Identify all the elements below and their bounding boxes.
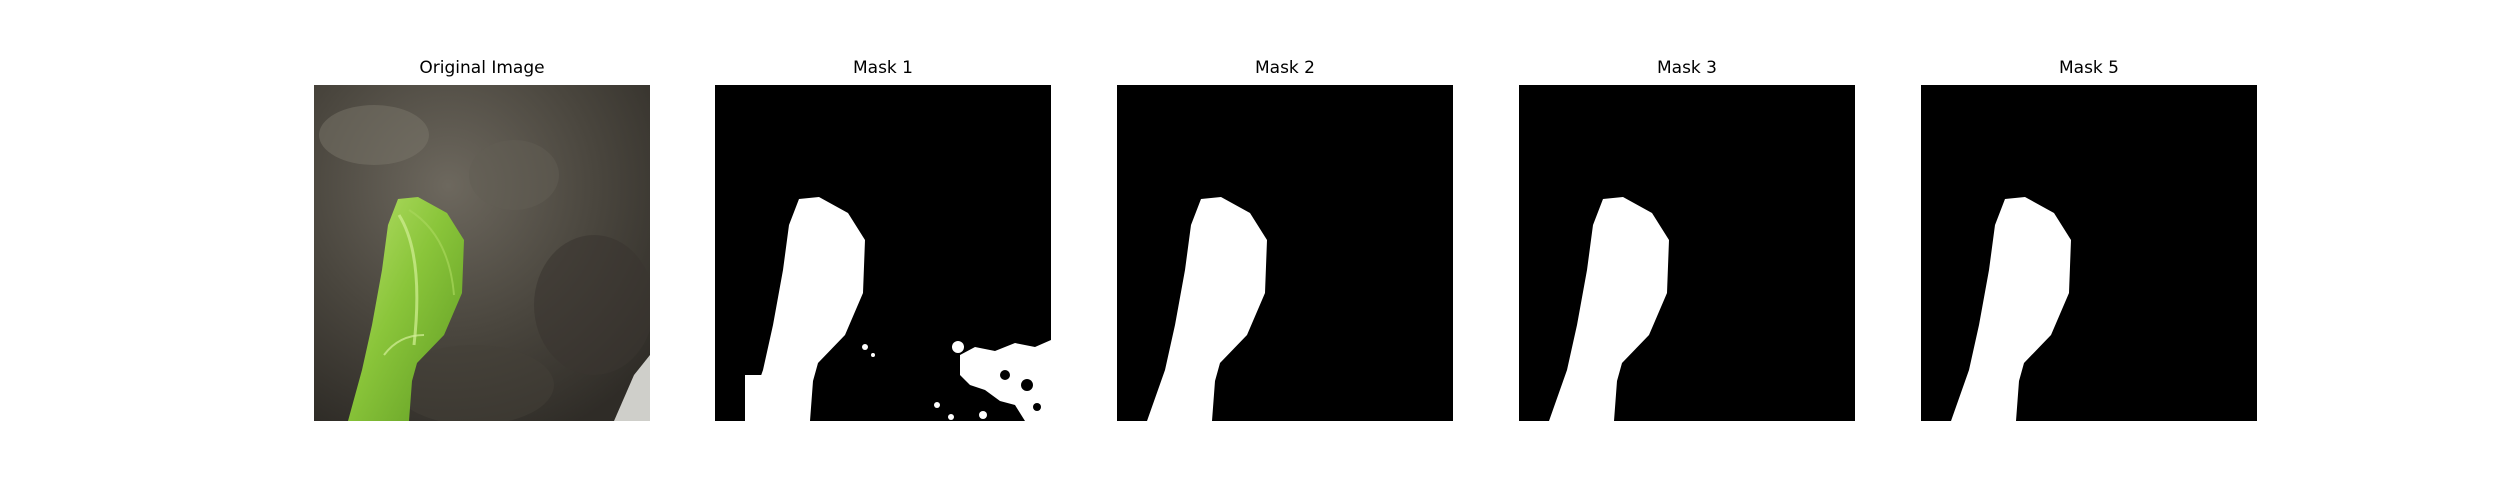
mask-image: [1921, 85, 2257, 421]
mask-1-graphic: [715, 85, 1051, 421]
mask-noise-hole: [1033, 403, 1041, 411]
mask-image: [1519, 85, 1855, 421]
leaf-vein: [408, 209, 455, 296]
panel-title: Original Image: [419, 58, 545, 78]
panel-title: Mask 1: [852, 58, 913, 78]
panel-mask-2: Mask 2: [1117, 0, 1453, 500]
mask-noise-dot: [979, 411, 987, 419]
mask-5-graphic: [1921, 85, 2257, 421]
original-image: [314, 85, 650, 421]
photo-blur-spot: [394, 345, 554, 421]
panel-title: Mask 3: [1656, 58, 1717, 78]
mask-noise: [862, 340, 1051, 421]
panel-title: Mask 2: [1254, 58, 1315, 78]
mask-leaf-shape: [715, 197, 865, 421]
mask-noise-blob: [960, 340, 1051, 421]
panel-mask-5: Mask 5: [1921, 0, 2257, 500]
mask-noise-dot: [952, 341, 964, 353]
mask-image: [1117, 85, 1453, 421]
mask-image: [715, 85, 1051, 421]
panel-original-image: Original Image: [314, 0, 650, 500]
photo-bright-corner: [614, 355, 650, 421]
mask-noise-dot: [948, 414, 954, 420]
photo-blur-spot: [534, 235, 650, 375]
mask-noise-dot: [934, 402, 940, 408]
mask-noise-hole: [1021, 379, 1033, 391]
mask-noise-dot: [871, 353, 875, 357]
photo-blur-spot: [319, 105, 429, 165]
mask-2-graphic: [1117, 85, 1453, 421]
mask-noise-dot: [862, 344, 868, 350]
original-photo: [314, 85, 650, 421]
mask-leaf-shape: [1147, 197, 1267, 421]
mask-3-graphic: [1519, 85, 1855, 421]
leaf: [348, 197, 464, 421]
photo-blur-spot: [469, 140, 559, 210]
mask-noise-holes: [1000, 370, 1041, 411]
mask-leaf-shape: [1549, 197, 1669, 421]
leaf-vein: [383, 334, 425, 356]
mask-leaf-base: [745, 375, 767, 421]
panel-mask-3: Mask 3: [1519, 0, 1855, 500]
mask-leaf-shape: [1951, 197, 2071, 421]
panel-title: Mask 5: [2058, 58, 2119, 78]
mask-noise-hole: [1000, 370, 1010, 380]
panel-mask-1: Mask 1: [715, 0, 1051, 500]
leaf-vein: [397, 214, 419, 346]
